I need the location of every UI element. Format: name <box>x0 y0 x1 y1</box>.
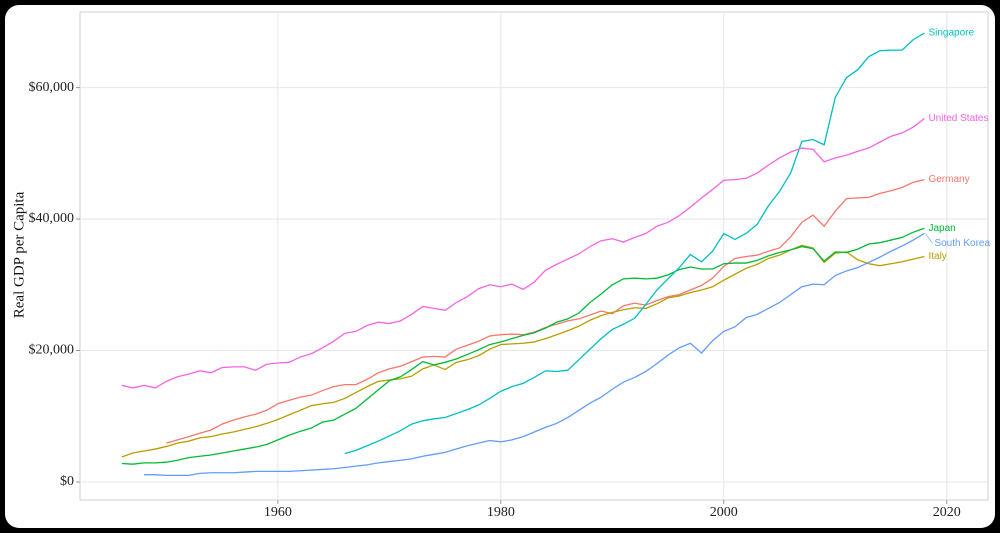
series-label: Singapore <box>928 28 974 39</box>
series-label: Italy <box>928 251 946 262</box>
y-tick-label: $40,000 <box>29 211 75 226</box>
series-label: Germany <box>928 174 969 185</box>
x-tick-label: 1960 <box>264 505 292 520</box>
series-label: South Korea <box>934 238 990 249</box>
series-label: Japan <box>928 223 955 234</box>
plot-panel <box>79 11 989 501</box>
y-tick-label: $60,000 <box>29 80 75 95</box>
x-tick-label: 1980 <box>487 505 515 520</box>
series-line <box>121 117 925 389</box>
y-tick-label: $20,000 <box>29 343 75 358</box>
x-tick-label: 2000 <box>710 505 738 520</box>
label-connector <box>925 233 933 244</box>
series-line <box>144 232 925 476</box>
y-axis-title: Real GDP per Capita <box>11 191 27 318</box>
series-label: United States <box>928 113 988 124</box>
x-tick-label: 2020 <box>933 505 961 520</box>
series-line <box>344 32 925 455</box>
series-line <box>121 227 925 465</box>
y-tick-label: $0 <box>60 474 74 489</box>
